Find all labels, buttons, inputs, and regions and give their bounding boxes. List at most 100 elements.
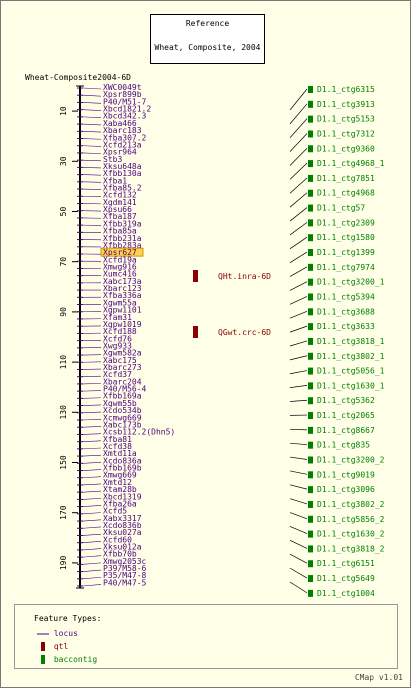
- contig-label[interactable]: D1.1_ctg9019: [317, 470, 375, 479]
- locus-label[interactable]: Xabc173b: [103, 420, 142, 429]
- reference-box[interactable]: Reference Wheat, Composite, 2004: [150, 14, 265, 64]
- contig-label[interactable]: D1.1_ctg5362: [317, 396, 375, 405]
- contig-marker[interactable]: [308, 174, 313, 182]
- locus-label[interactable]: Xtam28b: [103, 485, 137, 494]
- contig-label[interactable]: D1.1_ctg6151: [317, 559, 375, 568]
- contig-label[interactable]: D1.1_ctg9360: [317, 144, 375, 153]
- locus-label[interactable]: Xbarc204: [103, 377, 142, 386]
- locus-label[interactable]: Xcdo836b: [103, 521, 142, 530]
- locus-label[interactable]: Xbcd1319: [103, 492, 142, 501]
- locus-label[interactable]: Xumc416: [103, 270, 137, 279]
- locus-label[interactable]: Xgpw1019: [103, 320, 142, 329]
- locus-label[interactable]: Xpsr964: [103, 148, 137, 157]
- contig-label[interactable]: D1.1_ctg1399: [317, 248, 375, 257]
- locus-label[interactable]: Xcfd37: [103, 370, 132, 379]
- locus-label[interactable]: Xcfd188: [103, 327, 137, 336]
- locus-label[interactable]: Xcfd5: [103, 507, 127, 516]
- contig-marker[interactable]: [308, 441, 313, 449]
- contig-label[interactable]: D1.1_ctg7851: [317, 174, 375, 183]
- locus-label[interactable]: P39/M58-6: [103, 564, 147, 573]
- contig-label[interactable]: D1.1_ctg3913: [317, 100, 375, 109]
- map-title[interactable]: Wheat-Composite2004-6D: [25, 73, 131, 82]
- locus-label[interactable]: Xfba85.2: [103, 184, 142, 193]
- contig-marker[interactable]: [308, 545, 313, 553]
- contig-marker[interactable]: [308, 263, 313, 271]
- contig-label[interactable]: D1.1_ctg4968_1: [317, 159, 385, 168]
- locus-label[interactable]: Xfbb169b: [103, 464, 142, 473]
- locus-label[interactable]: Xksu027a: [103, 528, 142, 537]
- locus-label[interactable]: Xgwm55b: [103, 399, 137, 408]
- contig-marker[interactable]: [308, 219, 313, 227]
- locus-label[interactable]: Xpsu66: [103, 205, 132, 214]
- contig-marker[interactable]: [308, 367, 313, 375]
- contig-marker[interactable]: [308, 130, 313, 138]
- contig-marker[interactable]: [308, 471, 313, 479]
- contig-label[interactable]: D1.1_ctg7974: [317, 263, 375, 272]
- contig-label[interactable]: D1.1_ctg3818_1: [317, 337, 385, 346]
- locus-label[interactable]: P40/M56-4: [103, 385, 147, 394]
- locus-label[interactable]: Xfba336a: [103, 291, 142, 300]
- contig-marker[interactable]: [308, 86, 313, 93]
- locus-label[interactable]: Xbarc123: [103, 284, 142, 293]
- contig-marker[interactable]: [308, 560, 313, 568]
- locus-label[interactable]: Xfba85a: [103, 227, 137, 236]
- locus-label[interactable]: Xgwm582a: [103, 349, 142, 358]
- contig-marker[interactable]: [308, 115, 313, 123]
- locus-label[interactable]: Xabc173a: [103, 277, 142, 286]
- contig-label[interactable]: D1.1_ctg2309: [317, 218, 375, 227]
- contig-label[interactable]: D1.1_ctg3096: [317, 485, 375, 494]
- locus-label[interactable]: Xcfd38: [103, 442, 132, 451]
- locus-label[interactable]: Xfba81: [103, 435, 132, 444]
- contig-label[interactable]: D1.1_ctg5649: [317, 574, 375, 583]
- contig-label[interactable]: D1.1_ctg5394: [317, 292, 375, 301]
- contig-marker[interactable]: [308, 278, 313, 286]
- contig-marker[interactable]: [308, 589, 313, 597]
- contig-label[interactable]: D1.1_ctg1630_2: [317, 530, 385, 539]
- contig-label[interactable]: D1.1_ctg1004: [317, 589, 375, 598]
- locus-label[interactable]: Xmwg2053c: [103, 557, 147, 566]
- contig-label[interactable]: D1.1_ctg1580: [317, 233, 375, 242]
- locus-label[interactable]: Xcdo836a: [103, 456, 142, 465]
- contig-marker[interactable]: [308, 515, 313, 523]
- contig-marker[interactable]: [308, 249, 313, 257]
- contig-label[interactable]: D1.1_ctg8667: [317, 426, 375, 435]
- locus-label[interactable]: Xpsr627: [103, 248, 137, 257]
- locus-label[interactable]: Xmtd12: [103, 478, 132, 487]
- locus-label[interactable]: Xksu012a: [103, 543, 142, 552]
- contig-label[interactable]: D1.1_ctg1630_1: [317, 381, 385, 390]
- locus-label[interactable]: Xcfd213a: [103, 140, 142, 149]
- locus-label[interactable]: Xwg933: [103, 341, 132, 350]
- contig-label[interactable]: D1.1_ctg3200_1: [317, 278, 385, 287]
- contig-label[interactable]: D1.1_ctg3688: [317, 307, 375, 316]
- qtl-bar[interactable]: [193, 326, 198, 338]
- locus-label[interactable]: Xmwg916: [103, 263, 137, 272]
- locus-label[interactable]: Xfbb283a: [103, 241, 142, 250]
- locus-label[interactable]: Xmwg669: [103, 471, 137, 480]
- contig-marker[interactable]: [308, 352, 313, 360]
- contig-marker[interactable]: [308, 323, 313, 331]
- locus-label[interactable]: Xcfd132: [103, 191, 137, 200]
- contig-label[interactable]: D1.1_ctg3633: [317, 322, 375, 331]
- contig-label[interactable]: D1.1_ctg4968: [317, 189, 375, 198]
- contig-marker[interactable]: [308, 575, 313, 583]
- locus-label[interactable]: Xcfd19a: [103, 255, 137, 264]
- qtl-label[interactable]: QHt.inra-6D: [218, 272, 271, 281]
- contig-marker[interactable]: [308, 426, 313, 434]
- contig-marker[interactable]: [308, 382, 313, 390]
- locus-label[interactable]: Xfba187: [103, 212, 137, 221]
- locus-label[interactable]: XWC0049t: [103, 83, 142, 92]
- qtl-bar[interactable]: [193, 270, 198, 282]
- locus-label[interactable]: Xgdm141: [103, 198, 137, 207]
- contig-label[interactable]: D1.1_ctg3802_2: [317, 500, 385, 509]
- contig-marker[interactable]: [308, 500, 313, 508]
- contig-marker[interactable]: [308, 145, 313, 153]
- locus-label[interactable]: Xfba26a: [103, 499, 137, 508]
- locus-label[interactable]: Xfba1: [103, 176, 127, 185]
- contig-marker[interactable]: [308, 100, 313, 108]
- locus-label[interactable]: Xfbb130a: [103, 169, 142, 178]
- contig-marker[interactable]: [308, 412, 313, 420]
- locus-label[interactable]: Xabx3317: [103, 514, 142, 523]
- contig-marker[interactable]: [308, 308, 313, 316]
- locus-label[interactable]: Xfbb231a: [103, 234, 142, 243]
- contig-label[interactable]: D1.1_ctg5856_2: [317, 515, 385, 524]
